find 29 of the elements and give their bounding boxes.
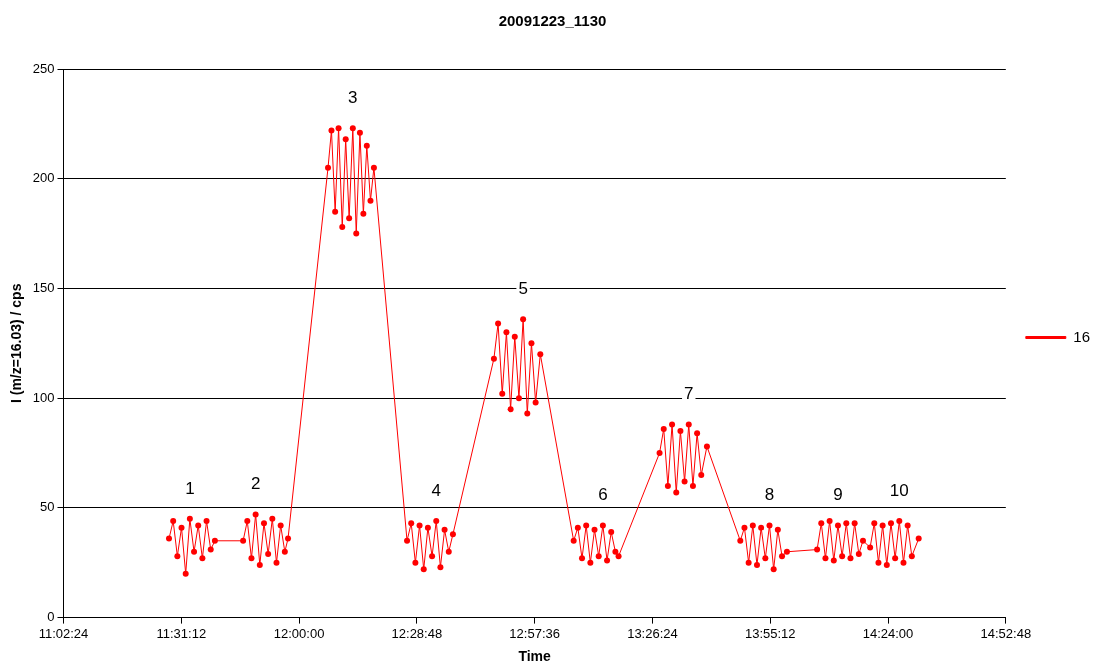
annotation: 8 <box>764 485 775 505</box>
y-tick-label: 200 <box>32 170 55 186</box>
legend-label: 16 <box>1073 327 1090 345</box>
annotation: 6 <box>598 485 608 505</box>
x-tick-label: 13:26:24 <box>627 625 678 641</box>
x-tick-label: 11:02:24 <box>38 625 89 641</box>
x-tick-label: 14:24:00 <box>862 625 914 641</box>
annotation: 1 <box>185 478 195 498</box>
y-tick-label: 0 <box>47 609 55 625</box>
annotation: 4 <box>431 480 441 500</box>
x-tick-label: 12:57:36 <box>509 625 560 641</box>
y-tick-label: 50 <box>40 499 55 515</box>
annotation: 10 <box>889 480 909 500</box>
y-tick-label: 150 <box>32 280 55 296</box>
x-axis-title: Time <box>518 648 552 665</box>
y-tick-label: 100 <box>32 389 55 405</box>
annotation: 3 <box>348 87 358 107</box>
x-tick-label: 12:28:48 <box>391 625 443 641</box>
annotation: 7 <box>684 384 694 404</box>
x-tick-label: 14:52:48 <box>980 625 1032 641</box>
y-axis-title: I (m/z=16.03) / cps <box>8 283 25 404</box>
chart-title: 20091223_1130 <box>498 12 607 30</box>
x-tick-label: 13:55:12 <box>744 625 796 641</box>
x-tick-label: 11:31:12 <box>156 625 207 641</box>
x-tick-label: 12:00:00 <box>273 625 325 641</box>
annotation: 2 <box>250 474 261 494</box>
annotation: 5 <box>518 278 528 298</box>
y-tick-label: 250 <box>32 60 55 76</box>
annotation: 9 <box>833 485 843 505</box>
